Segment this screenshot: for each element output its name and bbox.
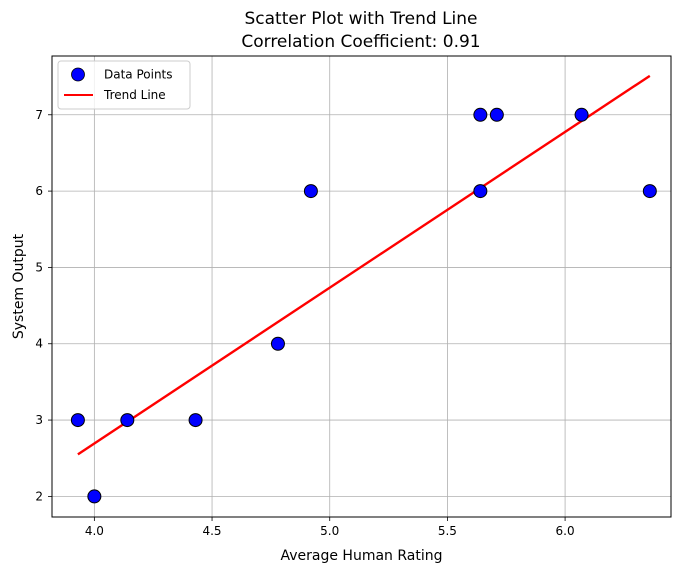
y-tick-label: 6	[35, 184, 43, 198]
x-tick-label: 4.5	[202, 524, 221, 538]
y-tick-label: 7	[35, 108, 43, 122]
y-axis-label: System Output	[11, 233, 27, 339]
y-tick-label: 5	[35, 260, 43, 274]
data-point	[642, 184, 657, 199]
x-tick-label: 6.0	[556, 524, 575, 538]
chart-title: Scatter Plot with Trend Line	[244, 9, 477, 29]
data-point	[473, 107, 488, 122]
y-tick-label: 2	[35, 489, 43, 503]
chart-subtitle: Correlation Coefficient: 0.91	[241, 32, 480, 52]
data-points	[70, 107, 657, 504]
trend-line-group	[77, 74, 651, 456]
data-point	[270, 336, 285, 351]
trend-line	[77, 74, 651, 456]
legend: Data Points Trend Line	[57, 60, 191, 110]
axis-ticks: 4.0 4.5 5.0 5.5 6.0 2 3 4 5 6 7	[35, 108, 574, 538]
x-axis-label: Average Human Rating	[280, 548, 442, 564]
x-tick-label: 5.0	[320, 524, 339, 538]
plot-frame	[51, 55, 672, 518]
x-tick-label: 5.5	[438, 524, 457, 538]
legend-marker-data-points	[71, 67, 85, 82]
y-tick-label: 3	[35, 413, 43, 427]
data-point	[70, 413, 85, 428]
data-point	[303, 184, 318, 199]
data-point	[188, 413, 203, 428]
data-point	[574, 107, 589, 122]
data-point	[120, 413, 135, 428]
y-tick-label: 4	[35, 337, 43, 351]
legend-label-data-points: Data Points	[104, 68, 173, 82]
legend-box	[57, 60, 191, 110]
data-point	[489, 107, 504, 122]
data-point	[87, 489, 102, 504]
legend-label-trend-line: Trend Line	[103, 88, 166, 102]
grid-lines	[52, 56, 671, 517]
data-point	[473, 184, 488, 199]
x-tick-label: 4.0	[85, 524, 104, 538]
